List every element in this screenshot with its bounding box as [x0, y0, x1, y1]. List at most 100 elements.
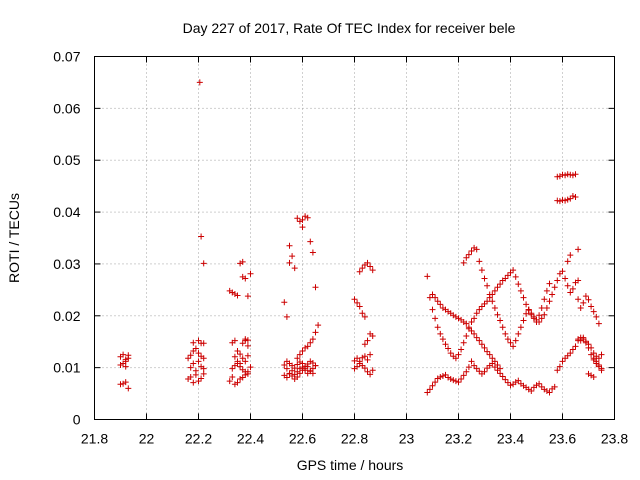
- data-point: [554, 277, 561, 284]
- data-point: [195, 350, 202, 357]
- data-point: [484, 298, 491, 305]
- data-point: [304, 214, 311, 221]
- data-point: [569, 192, 576, 199]
- data-point: [569, 346, 576, 353]
- data-point: [291, 365, 298, 372]
- data-point: [294, 361, 301, 368]
- data-point: [307, 238, 314, 245]
- data-point: [556, 198, 563, 205]
- data-point: [452, 355, 459, 362]
- data-point: [556, 363, 563, 370]
- data-point: [468, 247, 475, 254]
- data-point: [478, 303, 485, 310]
- data-point: [491, 305, 498, 312]
- data-point: [543, 287, 550, 294]
- data-point: [590, 356, 597, 363]
- data-point: [281, 299, 288, 306]
- data-point: [528, 310, 535, 317]
- data-point: [523, 301, 530, 308]
- data-point: [117, 381, 124, 388]
- data-point: [302, 367, 309, 374]
- data-point: [195, 378, 202, 385]
- data-point: [120, 351, 127, 358]
- data-point: [502, 275, 509, 282]
- data-point: [491, 358, 498, 365]
- data-point: [595, 355, 602, 362]
- data-point: [289, 367, 296, 374]
- data-point: [546, 298, 553, 305]
- data-point: [512, 337, 519, 344]
- data-point: [364, 259, 371, 266]
- data-point: [486, 291, 493, 298]
- data-point: [484, 365, 491, 372]
- data-point: [556, 270, 563, 277]
- data-point: [432, 315, 439, 322]
- data-point: [239, 355, 246, 362]
- data-point: [598, 351, 605, 358]
- y-tick-label: 0: [73, 412, 81, 428]
- data-point: [471, 362, 478, 369]
- data-point: [289, 362, 296, 369]
- data-point: [517, 324, 524, 331]
- data-point: [582, 338, 589, 345]
- data-point: [244, 352, 251, 359]
- data-point: [471, 330, 478, 337]
- data-point: [234, 348, 241, 355]
- data-point: [525, 306, 532, 313]
- data-point: [364, 356, 371, 363]
- x-axis-label: GPS time / hours: [297, 457, 404, 473]
- data-point: [504, 379, 511, 386]
- data-point: [437, 301, 444, 308]
- data-point: [195, 337, 202, 344]
- data-point: [468, 327, 475, 334]
- data-point: [229, 373, 236, 380]
- data-point: [499, 373, 506, 380]
- data-point: [455, 351, 462, 358]
- data-point: [283, 374, 290, 381]
- data-point: [442, 341, 449, 348]
- data-point: [541, 311, 548, 318]
- data-point: [567, 252, 574, 259]
- data-point: [541, 296, 548, 303]
- data-point: [502, 376, 509, 383]
- data-point: [562, 197, 569, 204]
- data-point: [476, 306, 483, 313]
- data-point: [229, 365, 236, 372]
- data-point: [304, 343, 311, 350]
- data-point: [356, 268, 363, 275]
- x-tick-label: 23.6: [549, 431, 576, 447]
- data-point: [296, 218, 303, 225]
- data-point: [125, 352, 132, 359]
- data-point: [494, 284, 501, 291]
- data-point: [359, 310, 366, 317]
- data-point: [369, 267, 376, 274]
- data-point: [458, 376, 465, 383]
- chart-title: Day 227 of 2017, Rate Of TEC Index for r…: [183, 20, 516, 36]
- data-point: [429, 306, 436, 313]
- data-point: [291, 371, 298, 378]
- data-point: [564, 352, 571, 359]
- data-point: [536, 380, 543, 387]
- data-point: [195, 358, 202, 365]
- data-point: [244, 293, 251, 300]
- data-point: [247, 364, 254, 371]
- data-point: [476, 258, 483, 265]
- x-tick-label: 23.2: [445, 431, 472, 447]
- data-point: [484, 282, 491, 289]
- data-point: [356, 303, 363, 310]
- data-point: [198, 233, 205, 240]
- data-point: [598, 365, 605, 372]
- data-point: [122, 363, 129, 370]
- data-point: [190, 379, 197, 386]
- data-point: [447, 350, 454, 357]
- data-point: [447, 376, 454, 383]
- data-point: [312, 329, 319, 336]
- data-point: [588, 303, 595, 310]
- x-tick-label: 22: [139, 431, 155, 447]
- data-point: [575, 336, 582, 343]
- data-point: [426, 386, 433, 393]
- data-point: [504, 336, 511, 343]
- data-point: [185, 355, 192, 362]
- data-point: [309, 365, 316, 372]
- data-point: [361, 313, 368, 320]
